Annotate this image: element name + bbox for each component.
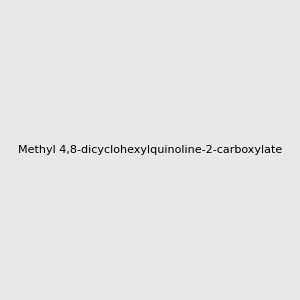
Text: Methyl 4,8-dicyclohexylquinoline-2-carboxylate: Methyl 4,8-dicyclohexylquinoline-2-carbo… [18, 145, 282, 155]
